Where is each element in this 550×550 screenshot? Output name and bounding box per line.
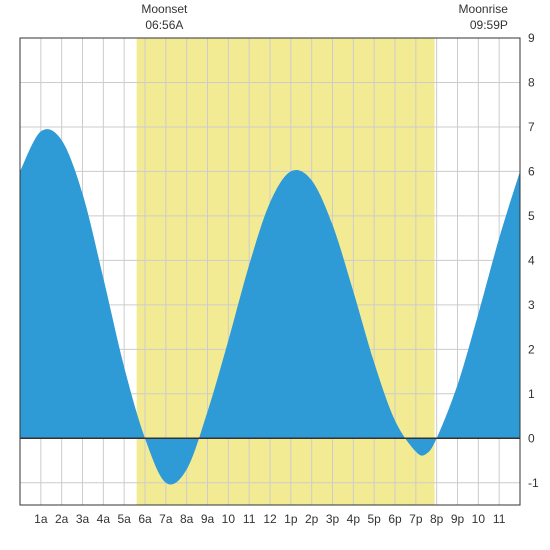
x-tick-label: 4a xyxy=(97,512,111,526)
y-tick-label: 0 xyxy=(528,431,535,445)
x-tick-label: 3p xyxy=(326,512,340,526)
x-tick-label: 1p xyxy=(284,512,298,526)
chart-svg: -101234567891a2a3a4a5a6a7a8a9a1011121p2p… xyxy=(0,0,550,550)
x-tick-label: 6a xyxy=(138,512,152,526)
moonset-title: Moonset xyxy=(134,2,194,18)
y-tick-label: 8 xyxy=(528,75,535,89)
x-tick-label: 5a xyxy=(117,512,131,526)
y-tick-label: 4 xyxy=(528,253,535,267)
moonset-label: Moonset 06:56A xyxy=(134,2,194,33)
y-tick-label: 5 xyxy=(528,209,535,223)
x-tick-label: 7a xyxy=(159,512,173,526)
x-tick-label: 12 xyxy=(263,512,277,526)
x-tick-label: 3a xyxy=(76,512,90,526)
x-tick-label: 11 xyxy=(243,512,256,526)
x-tick-label: 7p xyxy=(409,512,423,526)
x-tick-label: 9p xyxy=(451,512,465,526)
y-tick-label: 3 xyxy=(528,298,535,312)
y-tick-label: 7 xyxy=(528,120,535,134)
x-tick-label: 4p xyxy=(347,512,361,526)
x-tick-label: 10 xyxy=(222,512,236,526)
x-tick-label: 8a xyxy=(180,512,194,526)
x-tick-label: 6p xyxy=(388,512,402,526)
moonset-time: 06:56A xyxy=(134,18,194,34)
x-tick-label: 2p xyxy=(305,512,319,526)
x-tick-label: 1a xyxy=(34,512,48,526)
x-tick-label: 5p xyxy=(367,512,381,526)
y-tick-label: -1 xyxy=(528,476,539,490)
x-tick-label: 11 xyxy=(493,512,506,526)
y-tick-label: 9 xyxy=(528,31,535,45)
x-tick-label: 8p xyxy=(430,512,444,526)
moonrise-label: Moonrise 09:59P xyxy=(448,2,508,33)
moonrise-time: 09:59P xyxy=(448,18,508,34)
x-tick-label: 2a xyxy=(55,512,69,526)
x-tick-label: 9a xyxy=(201,512,215,526)
y-tick-label: 2 xyxy=(528,342,535,356)
y-tick-label: 6 xyxy=(528,164,535,178)
x-tick-label: 10 xyxy=(472,512,486,526)
y-tick-label: 1 xyxy=(528,387,535,401)
moonrise-title: Moonrise xyxy=(448,2,508,18)
tide-chart: -101234567891a2a3a4a5a6a7a8a9a1011121p2p… xyxy=(0,0,550,550)
